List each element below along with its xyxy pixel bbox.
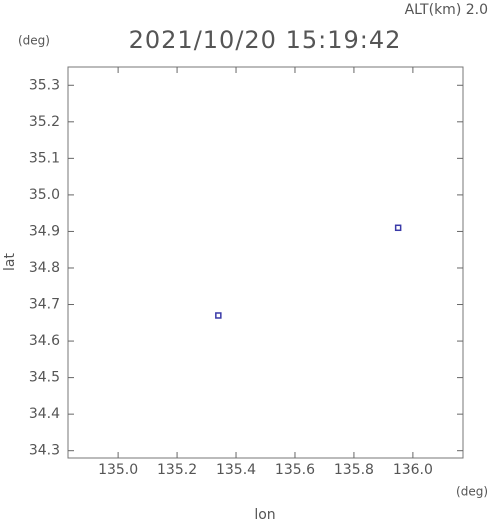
x-tick-label: 135.6 [275,462,315,478]
x-tick-label: 135.8 [334,462,374,478]
point [215,312,222,319]
y-tick-label: 34.8 [29,260,60,276]
x-tick-label: 135.4 [216,462,256,478]
y-tick-label: 34.4 [29,406,60,422]
y-tick-label: 34.7 [29,297,60,313]
x-axis-label: lon [254,507,275,521]
y-tick-label: 34.5 [29,370,60,386]
y-tick-label: 34.9 [29,223,60,239]
altitude-annotation: ALT(km) 2.0 [405,2,488,18]
x-unit: (deg) [456,485,488,499]
y-tick-label: 34.6 [29,333,60,349]
point [394,224,402,232]
y-axis-label: lat [2,253,18,271]
x-tick-label: 136.0 [393,462,433,478]
y-tick-label: 34.3 [29,443,60,459]
y-tick-label: 35.0 [29,187,60,203]
chart-title: 2021/10/20 15:19:42 [129,26,402,54]
plot-frame [67,66,464,459]
x-tick-label: 135.2 [157,462,197,478]
y-tick-label: 35.2 [29,114,60,130]
y-unit: (deg) [18,34,50,48]
y-tick-label: 35.1 [29,150,60,166]
x-tick-label: 135.0 [98,462,138,478]
y-tick-label: 35.3 [29,77,60,93]
